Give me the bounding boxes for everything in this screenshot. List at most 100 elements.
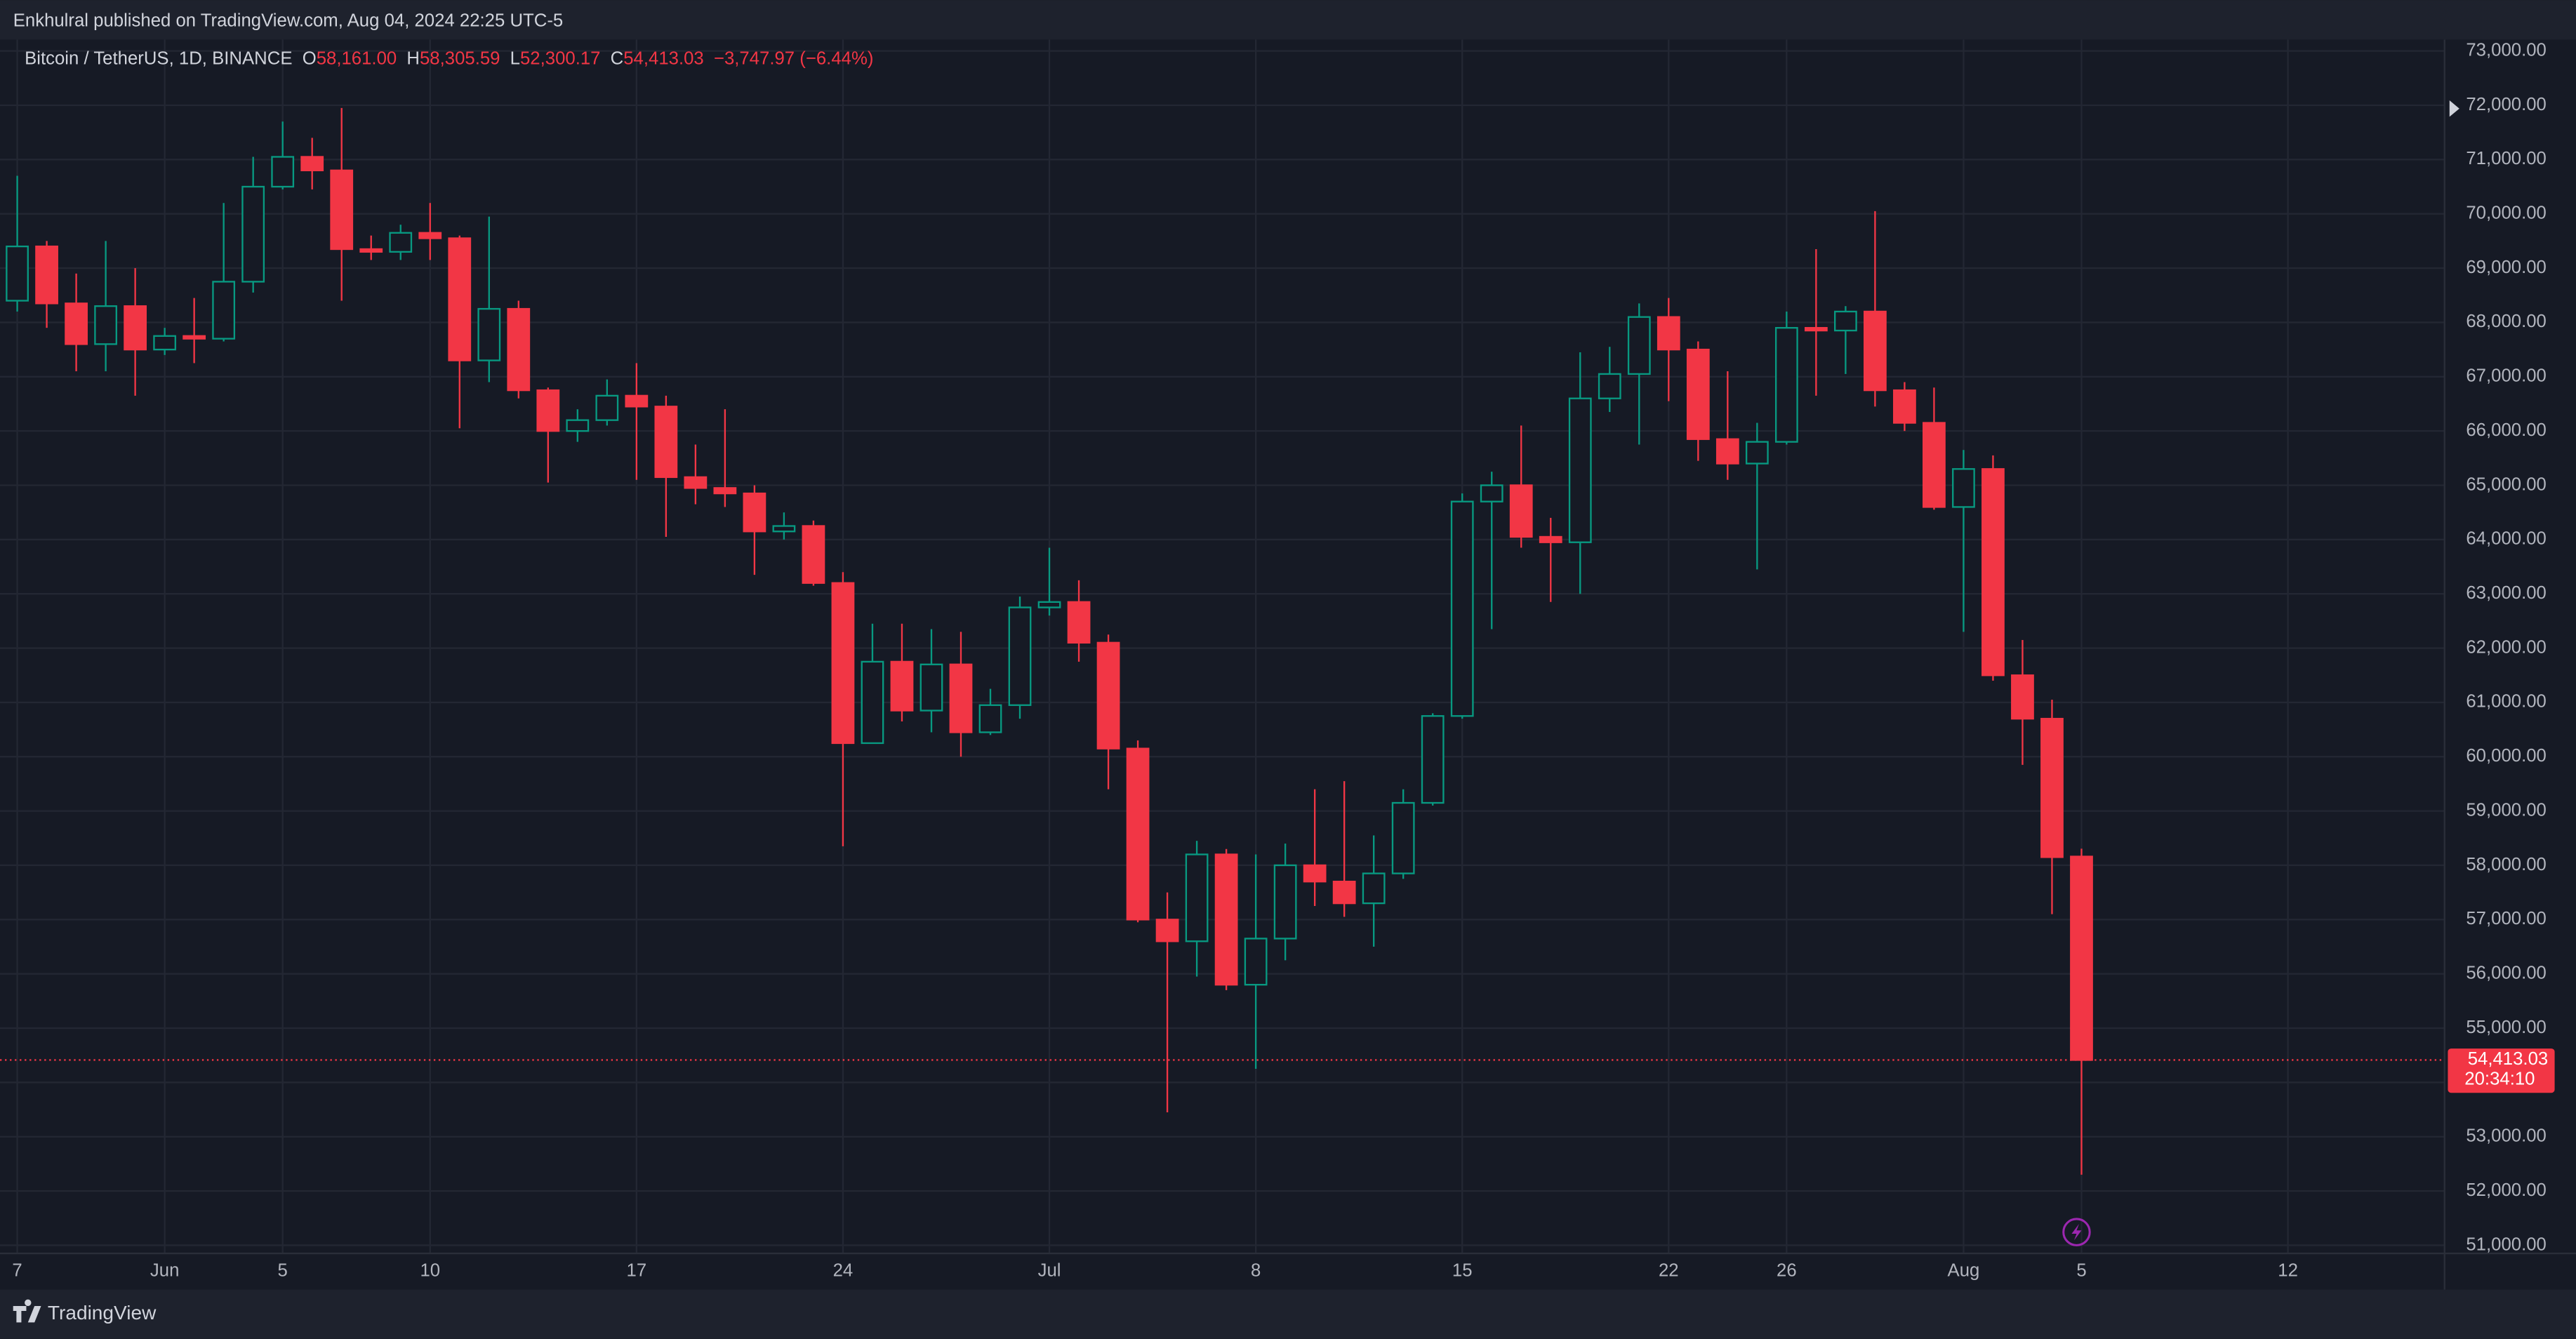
candle-body (1509, 484, 1533, 538)
candle-body (1568, 397, 1592, 543)
x-tick-label: 24 (833, 1261, 854, 1281)
candle-body (1096, 641, 1120, 750)
candle-body (1627, 316, 1651, 375)
open-label: O (303, 48, 317, 68)
y-tick-label: 70,000.00 (2466, 204, 2547, 223)
candle-body (6, 245, 29, 302)
marker-arrow (2449, 100, 2459, 117)
x-tick-label: 12 (2278, 1261, 2298, 1281)
top-bar (0, 0, 2576, 40)
candle-body (684, 476, 708, 489)
candle-body (1303, 864, 1327, 883)
close-value: 54,413.03 (623, 48, 704, 68)
y-tick-label: 71,000.00 (2466, 149, 2547, 168)
y-tick-label: 67,000.00 (2466, 366, 2547, 386)
last-price-label: 54,413.03 (2468, 1049, 2549, 1069)
candle-body (1450, 500, 1474, 717)
y-tick-label: 69,000.00 (2466, 258, 2547, 277)
candle-body (743, 492, 766, 533)
candle-body (1391, 801, 1415, 874)
candle-body (949, 663, 973, 733)
y-tick-label: 63,000.00 (2466, 583, 2547, 603)
candle-body (1185, 853, 1209, 942)
symbol: Bitcoin / TetherUS, 1D, BINANCE (25, 48, 292, 68)
low-value: 52,300.17 (520, 48, 601, 68)
y-tick-label: 73,000.00 (2466, 40, 2547, 60)
candle-body (654, 406, 678, 479)
y-tick-label: 72,000.00 (2466, 95, 2547, 114)
candle-body (389, 232, 413, 253)
y-tick-label: 62,000.00 (2466, 637, 2547, 657)
candle-body (595, 394, 619, 421)
footer-logo[interactable]: TradingView (13, 1299, 157, 1324)
candle-body (448, 237, 472, 361)
candle-body (35, 245, 58, 305)
candle-body (1598, 373, 1621, 399)
low-label: L (510, 48, 520, 68)
candle-body (1774, 326, 1798, 443)
candle-body (359, 248, 383, 253)
candle-body (477, 307, 501, 361)
candle-body (919, 663, 943, 712)
x-tick-label: 22 (1659, 1261, 1679, 1281)
candle-body (1539, 535, 1562, 543)
y-tick-label: 53,000.00 (2466, 1126, 2547, 1146)
candle-body (2070, 855, 2093, 1061)
candle-body (1214, 853, 1238, 986)
high-label: H (406, 48, 420, 68)
candle-body (1155, 919, 1179, 942)
candle-body (241, 185, 265, 283)
footer-text[interactable]: TradingView (48, 1302, 157, 1324)
x-tick-label: Aug (1948, 1261, 1980, 1281)
y-tick-label: 51,000.00 (2466, 1234, 2547, 1254)
y-tick-label: 52,000.00 (2466, 1180, 2547, 1200)
high-value: 58,305.59 (420, 48, 500, 68)
candle-body (890, 660, 914, 712)
candle-body (861, 660, 884, 745)
lightning-icon[interactable] (2062, 1218, 2091, 1246)
y-tick-label: 61,000.00 (2466, 692, 2547, 712)
icon-ring[interactable] (2062, 1218, 2091, 1246)
icon-bolt[interactable] (2071, 1223, 2082, 1241)
y-tick-label: 59,000.00 (2466, 800, 2547, 820)
candle-body (153, 335, 177, 351)
y-tick-label: 64,000.00 (2466, 529, 2547, 549)
y-tick-label: 56,000.00 (2466, 963, 2547, 982)
candle-body (1362, 872, 1386, 905)
x-tick-label: 7 (12, 1261, 22, 1281)
candle-body (330, 169, 354, 251)
candle-body (271, 156, 295, 188)
last-price-box (2448, 1048, 2555, 1093)
candle-body (1804, 326, 1828, 332)
candle-body (1981, 468, 2005, 677)
logo-mark[interactable] (13, 1299, 41, 1323)
y-tick-label: 65,000.00 (2466, 474, 2547, 494)
candle-body (212, 281, 236, 340)
candle-body (1686, 348, 1710, 440)
y-tick-label: 68,000.00 (2466, 312, 2547, 331)
candle-body (1864, 310, 1887, 392)
bottom-bar (0, 1289, 2576, 1339)
x-tick-label: 17 (627, 1261, 647, 1281)
close-label: C (611, 48, 624, 68)
x-tick-label: 8 (1251, 1261, 1261, 1281)
candle-body (1126, 747, 1150, 921)
legend: Bitcoin / TetherUS, 1D, BINANCE O58,161.… (25, 48, 873, 68)
candle-body (1067, 601, 1091, 644)
change: −3,747.97 (−6.44%) (714, 48, 874, 68)
candle-body (978, 704, 1002, 733)
candle-body (536, 389, 560, 432)
candle-body (507, 307, 531, 392)
candle-body (94, 305, 117, 345)
countdown-label: 20:34:10 (2464, 1069, 2535, 1088)
candle-body (2011, 674, 2034, 720)
y-tick-label: 55,000.00 (2466, 1018, 2547, 1037)
candle-body (625, 394, 649, 408)
x-tick-label: 15 (1452, 1261, 1473, 1281)
candle-body (300, 156, 324, 171)
candle-body (802, 525, 825, 584)
y-tick-label: 60,000.00 (2466, 746, 2547, 766)
